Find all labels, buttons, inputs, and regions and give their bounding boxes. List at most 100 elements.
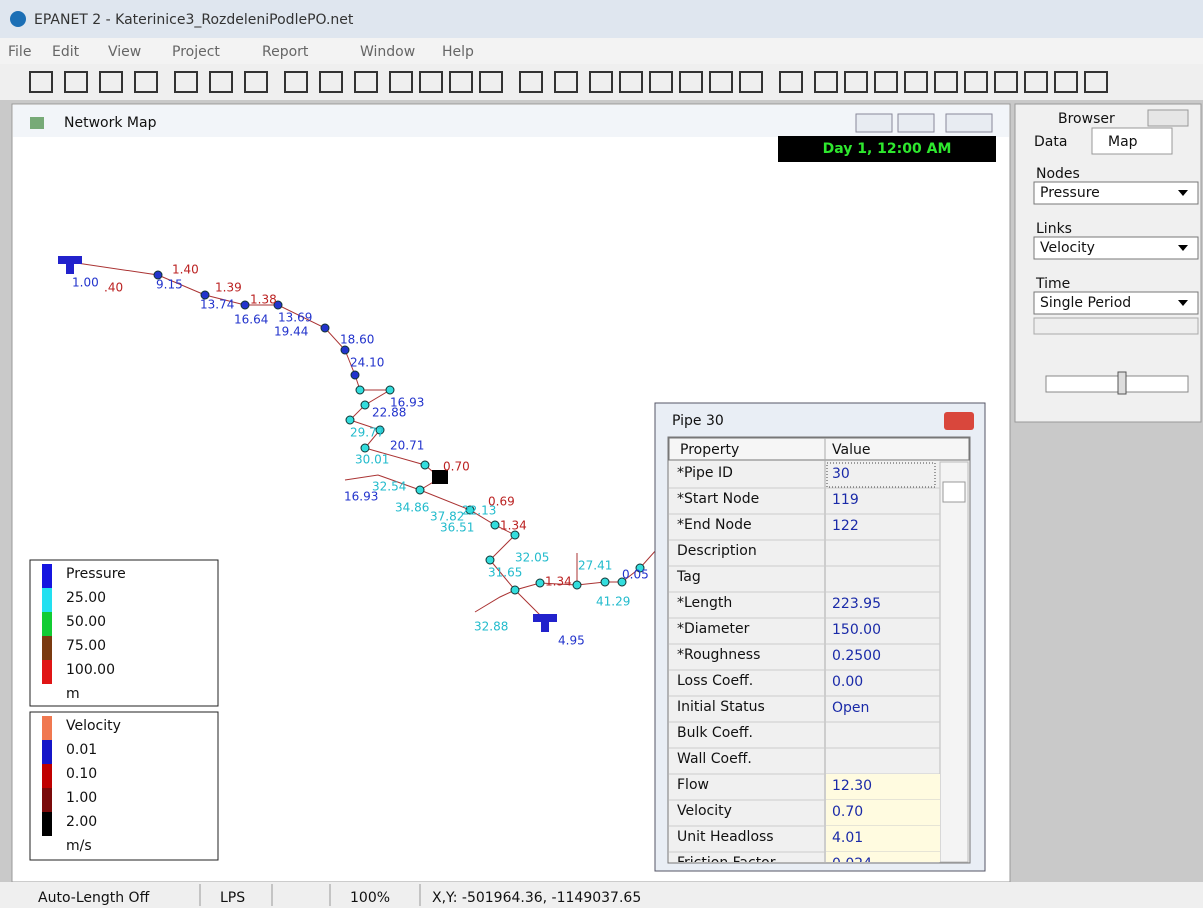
toolbar-button[interactable] xyxy=(99,71,123,93)
status-item: 100% xyxy=(350,890,390,906)
legend-swatch xyxy=(42,740,52,764)
menu-item[interactable]: View xyxy=(108,44,141,60)
field-label: Links xyxy=(1036,221,1072,237)
toolbar-button[interactable] xyxy=(874,71,898,93)
menu-item[interactable]: Window xyxy=(360,44,415,60)
status-item: LPS xyxy=(220,890,245,906)
tab[interactable]: Map xyxy=(1108,134,1138,150)
node xyxy=(360,443,370,453)
scrollbar[interactable] xyxy=(939,461,969,863)
node xyxy=(345,415,355,425)
menu-item[interactable]: Project xyxy=(172,44,220,60)
slider-track xyxy=(1045,375,1189,393)
property-value[interactable]: 0.70 xyxy=(832,804,863,820)
field-label: Nodes xyxy=(1036,166,1080,182)
velocity-legend xyxy=(29,711,219,861)
legend-swatch xyxy=(42,716,52,740)
maximize-button[interactable] xyxy=(897,113,935,133)
toolbar-button[interactable] xyxy=(739,71,763,93)
toolbar-button[interactable] xyxy=(844,71,868,93)
node xyxy=(617,577,627,587)
toolbar-button[interactable] xyxy=(619,71,643,93)
toolbar-button[interactable] xyxy=(709,71,733,93)
toolbar-button[interactable] xyxy=(209,71,233,93)
toolbar-button[interactable] xyxy=(284,71,308,93)
property-value[interactable]: 12.30 xyxy=(832,778,872,794)
toolbar-button[interactable] xyxy=(1084,71,1108,93)
toolbar-button[interactable] xyxy=(994,71,1018,93)
reservoir xyxy=(432,470,448,484)
legend-level: 1.00 xyxy=(66,790,97,806)
property-value[interactable]: 122 xyxy=(832,518,859,534)
toolbar-button[interactable] xyxy=(1024,71,1048,93)
title-bar xyxy=(0,0,1203,38)
close-button[interactable] xyxy=(945,113,993,133)
menu-item[interactable]: File xyxy=(8,44,31,60)
legend-level: 2.00 xyxy=(66,814,97,830)
tab[interactable]: Data xyxy=(1034,134,1067,150)
toolbar-button[interactable] xyxy=(934,71,958,93)
node xyxy=(360,400,370,410)
legend-swatch xyxy=(42,788,52,812)
menu-item[interactable]: Report xyxy=(262,44,309,60)
toolbar-button[interactable] xyxy=(244,71,268,93)
clock-box xyxy=(778,136,996,162)
property-name: Wall Coeff. xyxy=(677,751,752,767)
toolbar-button[interactable] xyxy=(814,71,838,93)
toolbar-button[interactable] xyxy=(904,71,928,93)
dropdown-value: Single Period xyxy=(1040,295,1131,311)
toolbar-button[interactable] xyxy=(1054,71,1078,93)
browser-close[interactable] xyxy=(1147,109,1189,127)
minimize-button[interactable] xyxy=(855,113,893,133)
property-value[interactable]: 119 xyxy=(832,492,859,508)
dropdown[interactable] xyxy=(1033,291,1199,315)
node xyxy=(415,485,425,495)
node xyxy=(340,345,350,355)
scroll-thumb[interactable] xyxy=(942,481,966,503)
field-label: Time xyxy=(1035,276,1070,292)
property-value[interactable]: 4.01 xyxy=(832,830,863,846)
legend-swatch xyxy=(42,660,52,684)
property-value[interactable]: 223.95 xyxy=(832,596,881,612)
property-value[interactable]: 0.024 xyxy=(832,856,872,872)
toolbar-button[interactable] xyxy=(679,71,703,93)
property-value[interactable]: 0.00 xyxy=(832,674,863,690)
toolbar-button[interactable] xyxy=(649,71,673,93)
toolbar-button[interactable] xyxy=(29,71,53,93)
toolbar-button[interactable] xyxy=(449,71,473,93)
toolbar-button[interactable] xyxy=(479,71,503,93)
toolbar-button[interactable] xyxy=(134,71,158,93)
toolbar-button[interactable] xyxy=(589,71,613,93)
property-value[interactable]: 0.2500 xyxy=(832,648,881,664)
focus-cell xyxy=(826,462,936,488)
dropdown-arrow xyxy=(1178,300,1188,306)
toolbar xyxy=(0,64,1203,100)
node xyxy=(485,555,495,565)
toolbar-button[interactable] xyxy=(779,71,803,93)
legend-level: 75.00 xyxy=(66,638,106,654)
property-close[interactable] xyxy=(944,412,974,430)
menu-item[interactable]: Edit xyxy=(52,44,80,60)
property-value[interactable]: Open xyxy=(832,700,869,716)
menu-item[interactable]: Help xyxy=(442,44,474,60)
toolbar-button[interactable] xyxy=(64,71,88,93)
property-value[interactable]: 150.00 xyxy=(832,622,881,638)
toolbar-button[interactable] xyxy=(519,71,543,93)
toolbar-button[interactable] xyxy=(964,71,988,93)
legend-swatch xyxy=(42,764,52,788)
toolbar-button[interactable] xyxy=(319,71,343,93)
toolbar-button[interactable] xyxy=(419,71,443,93)
toolbar-button[interactable] xyxy=(554,71,578,93)
dropdown[interactable] xyxy=(1033,236,1199,260)
property-value[interactable]: 30 xyxy=(832,466,850,482)
dropdown[interactable] xyxy=(1033,181,1199,205)
toolbar-button[interactable] xyxy=(389,71,413,93)
node-label: 16.93 xyxy=(344,490,378,504)
node-label: 1.39 xyxy=(215,281,242,295)
property-name: Loss Coeff. xyxy=(677,673,753,689)
slider-thumb[interactable] xyxy=(1117,371,1127,395)
toolbar-button[interactable] xyxy=(354,71,378,93)
toolbar-button[interactable] xyxy=(174,71,198,93)
browser-title: Browser xyxy=(1058,111,1115,127)
